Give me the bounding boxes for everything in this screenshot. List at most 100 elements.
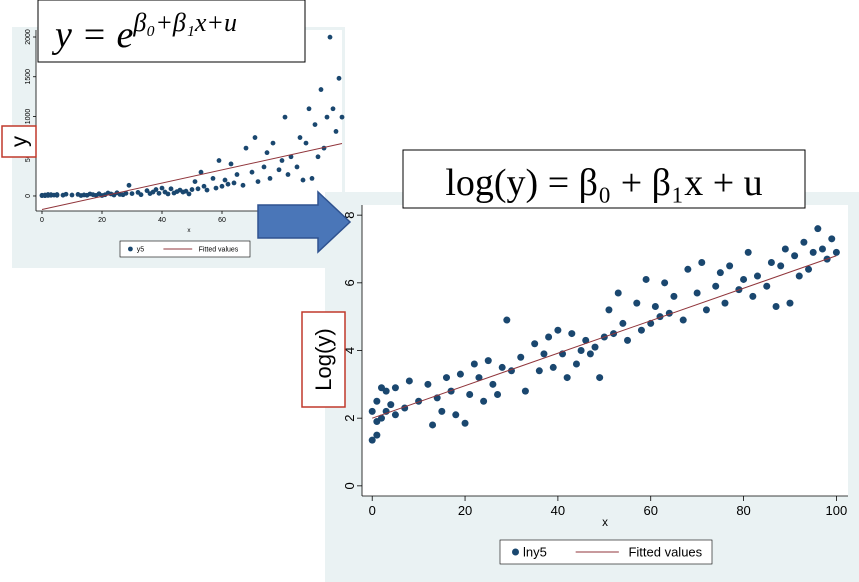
data-point: [234, 172, 240, 177]
data-point: [306, 106, 312, 112]
data-point: [144, 188, 150, 194]
data-point: [373, 431, 381, 439]
data-point: [267, 176, 273, 181]
data-point: [767, 259, 775, 267]
data-point: [252, 135, 258, 140]
data-point: [198, 169, 204, 175]
data-point: [438, 407, 446, 415]
legend-marker: [127, 246, 133, 252]
data-point: [494, 390, 502, 398]
data-point: [391, 411, 399, 419]
data-point: [297, 135, 303, 140]
data-point: [619, 319, 627, 327]
y-tick-label: 2: [342, 415, 357, 422]
data-point: [210, 176, 216, 181]
data-point: [276, 167, 282, 173]
data-point: [225, 181, 231, 187]
data-point: [315, 154, 321, 160]
data-point: [805, 265, 813, 273]
data-point: [642, 275, 650, 283]
x-tick-label: 20: [458, 503, 472, 518]
data-point: [63, 191, 69, 197]
data-point: [772, 303, 780, 311]
data-point: [489, 380, 497, 388]
data-point: [624, 336, 632, 344]
data-point: [521, 387, 529, 395]
data-point: [586, 350, 594, 358]
data-point: [249, 169, 255, 175]
data-point: [429, 421, 437, 429]
data-point: [382, 387, 390, 395]
y-tick-label: 0: [25, 194, 32, 198]
data-point: [480, 397, 488, 405]
data-point: [582, 336, 590, 344]
data-point: [204, 187, 210, 193]
data-point: [814, 225, 822, 233]
data-point: [424, 380, 432, 388]
data-point: [270, 140, 276, 146]
data-point: [294, 164, 300, 170]
data-point: [165, 191, 171, 197]
x-tick-label: 60: [218, 217, 226, 224]
data-point: [303, 140, 309, 146]
data-point: [159, 185, 165, 191]
y-tick-label: 1000: [25, 109, 32, 125]
data-point: [327, 34, 333, 40]
data-point: [540, 350, 548, 358]
data-point: [572, 360, 580, 368]
data-point: [318, 87, 324, 92]
y-axis-label: Log(y): [311, 328, 336, 390]
legend-label: y5: [137, 247, 145, 254]
y-axis-label: y: [7, 136, 32, 147]
data-point: [466, 390, 474, 398]
y-label-box: [1, 125, 37, 158]
data-point: [201, 183, 207, 189]
data-point: [264, 150, 270, 156]
fitted-line: [41, 143, 343, 210]
y-tick-label: 0: [342, 482, 357, 489]
data-point: [288, 154, 294, 160]
data-point: [679, 316, 687, 324]
data-point: [535, 367, 543, 375]
x-axis-label: x: [187, 227, 191, 234]
data-point: [324, 114, 330, 120]
formula-exponent: β₀+β₁x+u: [132, 8, 237, 37]
x-tick-label: 20: [98, 217, 106, 224]
data-point: [470, 360, 478, 368]
data-point: [554, 326, 562, 334]
data-point: [309, 176, 315, 181]
x-tick-label: 0: [369, 503, 376, 518]
y-label-box: [301, 311, 346, 408]
data-point: [684, 265, 692, 273]
legend: lny5 Fitted values: [499, 539, 713, 565]
data-point: [456, 370, 464, 378]
formula: log(y) = β₀ + β₁x + u: [445, 162, 762, 204]
data-point: [568, 330, 576, 338]
data-point: [69, 192, 75, 198]
data-point: [336, 75, 342, 81]
legend-label: Fitted values: [199, 247, 239, 254]
data-point: [447, 387, 455, 395]
data-point: [189, 187, 195, 192]
x-tick-label: 80: [736, 503, 750, 518]
data-point: [222, 177, 228, 183]
data-point: [777, 262, 785, 270]
data-point: [282, 114, 288, 120]
data-point: [213, 185, 219, 191]
data-point: [503, 316, 511, 324]
data-point: [596, 374, 604, 382]
data-point: [828, 235, 836, 243]
data-point: [228, 161, 234, 167]
data-point: [809, 248, 817, 256]
data-point: [243, 145, 249, 151]
x-axis-label: x: [602, 516, 608, 529]
formula: y = eβ₀+β₁x+u: [51, 8, 237, 56]
data-point: [577, 347, 585, 354]
data-point: [749, 292, 757, 300]
data-point: [605, 306, 613, 314]
data-point: [54, 192, 60, 197]
data-point: [138, 192, 144, 198]
plot-area: [362, 205, 848, 496]
data-point: [531, 340, 539, 348]
